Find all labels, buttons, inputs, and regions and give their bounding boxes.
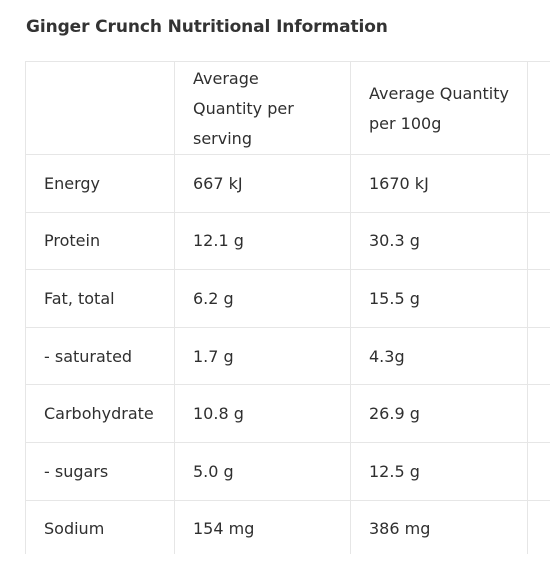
per-100g-cell: 1670 kJ: [350, 154, 528, 213]
header-cell-per-100g: Average Quantity per 100g: [350, 61, 528, 155]
nutrient-cell: Sodium: [25, 499, 175, 554]
per-serving-cell: 154 mg: [174, 499, 351, 554]
extra-cell: [527, 269, 550, 328]
per-100g-cell: 12.5 g: [350, 441, 528, 501]
extra-cell: [527, 211, 550, 271]
extra-cell: [527, 154, 550, 213]
nutrition-table-container: Average Quantity per serving Average Qua…: [25, 61, 550, 554]
table-row: Energy 667 kJ 1670 kJ: [25, 154, 550, 213]
extra-cell: [527, 441, 550, 501]
table-row: Sodium 154 mg 386 mg: [25, 499, 550, 554]
per-serving-cell: 12.1 g: [174, 211, 351, 271]
header-cell-extra: [527, 61, 550, 155]
per-serving-cell: 5.0 g: [174, 441, 351, 501]
table-row: Protein 12.1 g 30.3 g: [25, 211, 550, 271]
table-row: Carbohydrate 10.8 g 26.9 g: [25, 384, 550, 443]
nutrient-cell: Energy: [25, 154, 175, 213]
nutrition-table: Average Quantity per serving Average Qua…: [25, 61, 550, 554]
per-100g-cell: 4.3g: [350, 326, 528, 386]
per-serving-cell: 1.7 g: [174, 326, 351, 386]
nutrient-cell: Fat, total: [25, 269, 175, 328]
per-serving-cell: 10.8 g: [174, 384, 351, 443]
per-serving-cell: 6.2 g: [174, 269, 351, 328]
per-100g-cell: 386 mg: [350, 499, 528, 554]
header-cell-per-serving: Average Quantity per serving: [174, 61, 351, 155]
extra-cell: [527, 326, 550, 386]
per-100g-cell: 15.5 g: [350, 269, 528, 328]
header-cell-nutrient: [25, 61, 175, 155]
nutrient-cell: Protein: [25, 211, 175, 271]
table-row: Fat, total 6.2 g 15.5 g: [25, 269, 550, 328]
nutrient-cell: - sugars: [25, 441, 175, 501]
extra-cell: [527, 384, 550, 443]
per-100g-cell: 30.3 g: [350, 211, 528, 271]
per-serving-cell: 667 kJ: [174, 154, 351, 213]
table-header-row: Average Quantity per serving Average Qua…: [25, 61, 550, 155]
nutrient-cell: Carbohydrate: [25, 384, 175, 443]
page-title: Ginger Crunch Nutritional Information: [26, 17, 388, 37]
nutrient-cell: - saturated: [25, 326, 175, 386]
extra-cell: [527, 499, 550, 554]
per-100g-cell: 26.9 g: [350, 384, 528, 443]
table-row: - sugars 5.0 g 12.5 g: [25, 441, 550, 501]
table-row: - saturated 1.7 g 4.3g: [25, 326, 550, 386]
